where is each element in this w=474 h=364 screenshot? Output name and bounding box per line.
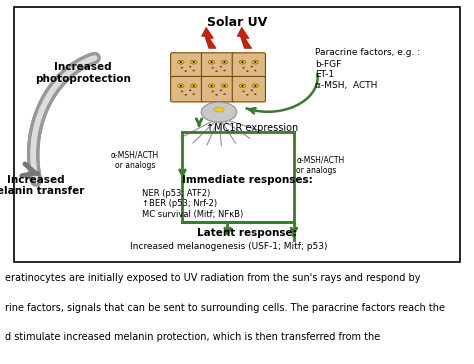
Ellipse shape: [239, 84, 246, 88]
Text: rine factors, signals that can be sent to surrounding cells. The paracrine facto: rine factors, signals that can be sent t…: [5, 302, 445, 313]
Ellipse shape: [201, 102, 237, 122]
Ellipse shape: [180, 85, 182, 87]
Text: Latent response:: Latent response:: [197, 228, 296, 238]
Text: Increased melanogenesis (USF-1; Mitf; p53): Increased melanogenesis (USF-1; Mitf; p5…: [130, 242, 328, 251]
Ellipse shape: [223, 93, 226, 95]
Ellipse shape: [223, 61, 226, 63]
Ellipse shape: [251, 66, 253, 68]
Ellipse shape: [241, 85, 244, 87]
Ellipse shape: [252, 84, 258, 88]
Ellipse shape: [215, 70, 218, 72]
Polygon shape: [237, 27, 252, 48]
Text: Increased
melanin transfer: Increased melanin transfer: [0, 175, 85, 197]
Text: Immediate responses:: Immediate responses:: [182, 175, 313, 185]
Ellipse shape: [241, 61, 244, 63]
Text: NER (p53; ATF2)
↑BER (p53; Nrf-2)
MC survival (Mitf; NFκB): NER (p53; ATF2) ↑BER (p53; Nrf-2) MC sur…: [142, 189, 244, 219]
Ellipse shape: [254, 93, 256, 95]
Polygon shape: [201, 27, 216, 48]
Ellipse shape: [189, 66, 191, 68]
Ellipse shape: [211, 91, 214, 92]
Ellipse shape: [251, 90, 253, 91]
Ellipse shape: [178, 60, 184, 64]
Ellipse shape: [220, 90, 222, 91]
Ellipse shape: [210, 61, 213, 63]
Ellipse shape: [192, 93, 195, 95]
Ellipse shape: [209, 60, 215, 64]
FancyBboxPatch shape: [232, 53, 265, 78]
FancyBboxPatch shape: [232, 76, 265, 102]
Text: d stimulate increased melanin protection, which is then transferred from the: d stimulate increased melanin protection…: [5, 332, 380, 342]
Ellipse shape: [223, 85, 226, 87]
Text: Paracrine factors, e.g. :: Paracrine factors, e.g. :: [315, 48, 420, 57]
FancyBboxPatch shape: [201, 76, 235, 102]
Ellipse shape: [191, 84, 197, 88]
Ellipse shape: [254, 70, 256, 71]
Ellipse shape: [189, 90, 191, 91]
Ellipse shape: [239, 60, 246, 64]
Ellipse shape: [192, 85, 195, 87]
Ellipse shape: [221, 84, 228, 88]
Ellipse shape: [254, 85, 256, 87]
Ellipse shape: [211, 67, 214, 69]
Ellipse shape: [246, 94, 248, 96]
Ellipse shape: [223, 70, 226, 71]
Text: α-MSH/ACTH
or analogs: α-MSH/ACTH or analogs: [111, 150, 159, 170]
Ellipse shape: [254, 61, 256, 63]
Ellipse shape: [184, 70, 187, 72]
Ellipse shape: [209, 84, 215, 88]
Text: Solar UV: Solar UV: [207, 16, 267, 29]
Ellipse shape: [242, 67, 245, 69]
Ellipse shape: [180, 61, 182, 63]
Text: Increased
photoprotection: Increased photoprotection: [35, 62, 131, 84]
Text: ↑MC1R expression: ↑MC1R expression: [206, 123, 299, 133]
FancyBboxPatch shape: [171, 76, 204, 102]
Ellipse shape: [221, 60, 228, 64]
FancyBboxPatch shape: [171, 53, 204, 78]
Ellipse shape: [242, 91, 245, 92]
Text: α-MSH/ACTH
or analogs: α-MSH/ACTH or analogs: [296, 156, 345, 175]
FancyBboxPatch shape: [201, 53, 235, 78]
Ellipse shape: [215, 94, 218, 96]
Ellipse shape: [246, 70, 248, 72]
Ellipse shape: [184, 94, 187, 96]
Ellipse shape: [181, 91, 183, 92]
Ellipse shape: [220, 66, 222, 68]
Ellipse shape: [192, 70, 195, 71]
Ellipse shape: [181, 67, 183, 69]
Ellipse shape: [252, 60, 258, 64]
Ellipse shape: [191, 60, 197, 64]
Bar: [14, 7, 460, 262]
Ellipse shape: [210, 85, 213, 87]
Text: b-FGF
ET-1
α-MSH,  ACTH: b-FGF ET-1 α-MSH, ACTH: [315, 60, 378, 90]
Ellipse shape: [214, 107, 224, 112]
Text: eratinocytes are initially exposed to UV radiation from the sun's rays and respo: eratinocytes are initially exposed to UV…: [5, 273, 420, 284]
Ellipse shape: [192, 61, 195, 63]
Ellipse shape: [178, 84, 184, 88]
